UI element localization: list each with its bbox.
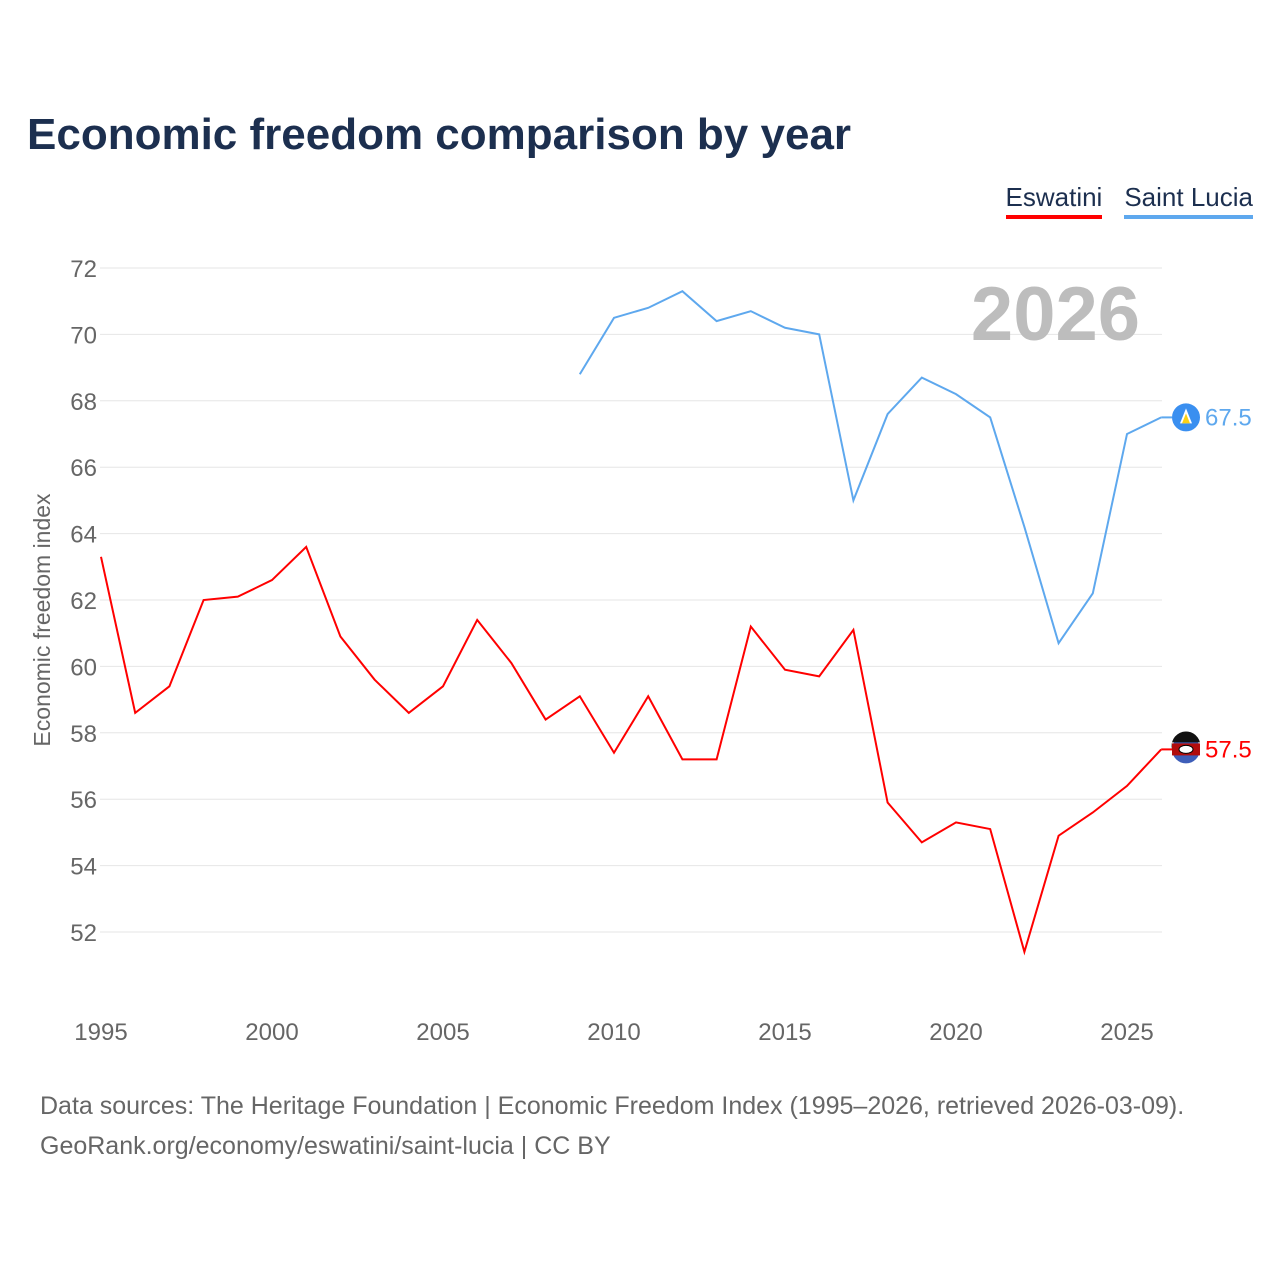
data-point xyxy=(850,627,856,633)
data-point xyxy=(645,305,651,311)
x-tick-label: 2025 xyxy=(1100,1019,1153,1046)
data-point xyxy=(645,693,651,699)
data-point xyxy=(782,325,788,331)
y-tick-label: 64 xyxy=(70,522,97,549)
data-point xyxy=(577,371,583,377)
y-tick-label: 54 xyxy=(70,854,97,881)
data-point xyxy=(748,624,754,630)
data-point xyxy=(337,634,343,640)
data-point xyxy=(1124,431,1130,437)
data-source: Data sources: The Heritage Foundation | … xyxy=(40,1092,1185,1120)
data-point xyxy=(919,375,925,381)
data-point xyxy=(1021,949,1027,955)
series-line-eswatini xyxy=(100,545,1162,956)
data-point xyxy=(1021,524,1027,530)
data-point xyxy=(714,318,720,324)
data-point xyxy=(166,683,172,689)
legend-saint-lucia[interactable]: Saint Lucia xyxy=(1124,182,1253,219)
y-tick-label: 60 xyxy=(70,654,97,681)
series-line-saint-lucia xyxy=(578,290,1162,646)
flag-triangle-inner xyxy=(1182,413,1190,424)
y-axis-label: Economic freedom index xyxy=(29,493,55,747)
data-point xyxy=(816,331,822,337)
y-tick-label: 58 xyxy=(70,721,97,748)
data-point xyxy=(885,800,891,806)
data-point xyxy=(1056,640,1062,646)
source-link[interactable]: GeoRank.org/economy/eswatini/saint-lucia… xyxy=(40,1132,611,1160)
data-point xyxy=(816,673,822,679)
data-point xyxy=(953,391,959,397)
data-point xyxy=(1090,809,1096,815)
data-point xyxy=(782,667,788,673)
data-point xyxy=(679,288,685,294)
footer: Data sources: The Heritage Foundation | … xyxy=(40,1086,1184,1166)
y-tick-label: 70 xyxy=(70,322,97,349)
data-point xyxy=(714,756,720,762)
data-point xyxy=(748,308,754,314)
data-point xyxy=(987,826,993,832)
data-point xyxy=(406,710,412,716)
y-tick-label: 72 xyxy=(70,256,97,283)
flag-top xyxy=(1171,731,1200,750)
data-point xyxy=(440,683,446,689)
x-tick-label: 1995 xyxy=(74,1019,127,1046)
x-tick-label: 2000 xyxy=(245,1019,298,1046)
data-point xyxy=(679,756,685,762)
data-point xyxy=(543,717,549,723)
legend-eswatini[interactable]: Eswatini xyxy=(1005,182,1103,219)
legend: Eswatini Saint Lucia xyxy=(1005,182,1253,219)
data-point xyxy=(953,819,959,825)
x-tick-label: 2010 xyxy=(587,1019,640,1046)
data-point xyxy=(98,554,104,560)
data-point xyxy=(1056,833,1062,839)
y-tick-label: 56 xyxy=(70,787,97,814)
x-tick-label: 2020 xyxy=(929,1019,982,1046)
y-tick-label: 52 xyxy=(70,920,97,947)
y-tick-label: 68 xyxy=(70,389,97,416)
data-point xyxy=(1124,783,1130,789)
x-tick-label: 2005 xyxy=(416,1019,469,1046)
data-point xyxy=(235,594,241,600)
year-watermark: 2026 xyxy=(971,272,1140,357)
data-point xyxy=(269,577,275,583)
data-point xyxy=(850,497,856,503)
data-point xyxy=(611,315,617,321)
end-value-label: 57.5 xyxy=(1205,736,1252,763)
x-tick-label: 2015 xyxy=(758,1019,811,1046)
data-point xyxy=(577,693,583,699)
data-point xyxy=(201,597,207,603)
data-point xyxy=(303,544,309,550)
data-point xyxy=(1090,590,1096,596)
data-point xyxy=(919,839,925,845)
data-point xyxy=(372,677,378,683)
data-point xyxy=(611,750,617,756)
data-point xyxy=(508,660,514,666)
chart-title: Economic freedom comparison by year xyxy=(27,110,852,159)
data-point xyxy=(987,414,993,420)
data-point xyxy=(132,710,138,716)
data-point xyxy=(885,411,891,417)
y-tick-label: 66 xyxy=(70,455,97,482)
end-value-label: 67.5 xyxy=(1205,404,1252,431)
data-point xyxy=(474,617,480,623)
flag-shield xyxy=(1178,744,1194,754)
y-tick-label: 62 xyxy=(70,588,97,615)
